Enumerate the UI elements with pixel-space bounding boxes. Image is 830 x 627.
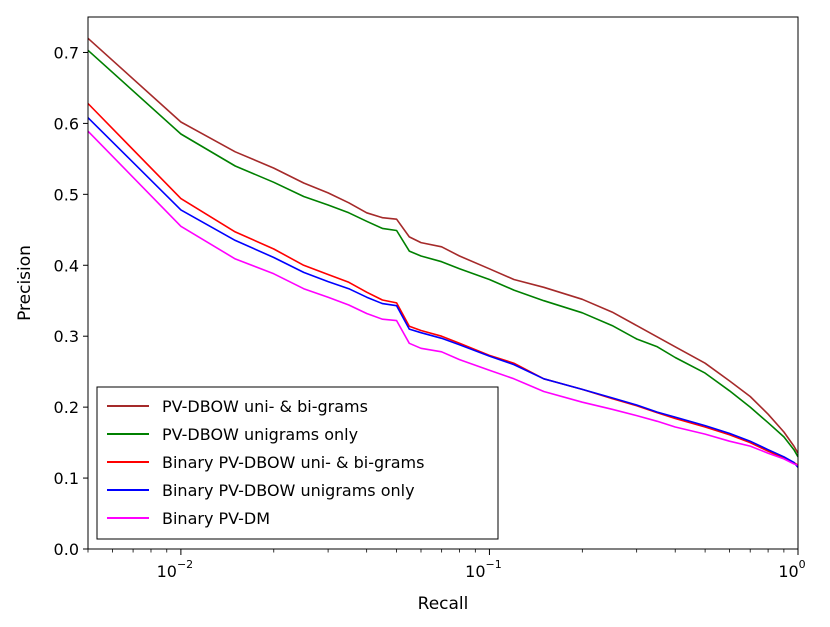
legend-label-3: Binary PV-DBOW uni- & bi-grams [162,453,424,472]
y-tick-label: 0.0 [54,540,79,559]
y-tick-label: 0.1 [54,469,79,488]
legend: PV-DBOW uni- & bi-grams PV-DBOW unigrams … [96,386,499,540]
x-tick-exponent: 0 [799,558,806,571]
y-axis-title: Precision [15,245,35,321]
y-axis: 0.0 0.1 0.2 0.3 0.4 0.5 0.6 0.7 [54,43,88,559]
x-axis-title: Recall [418,594,469,614]
series-layer [87,37,799,468]
series-line-2 [87,49,799,458]
x-tick-label: 10−2 [157,558,194,581]
y-tick-label: 0.3 [54,327,79,346]
series-line-4 [87,117,799,468]
x-tick-exponent: −1 [486,558,502,571]
plot-frame [87,16,799,550]
y-tick-label: 0.5 [54,185,79,204]
legend-label-5: Binary PV-DM [162,509,270,528]
x-tick-exponent: −2 [177,558,193,571]
x-tick-label: 100 [778,558,805,581]
x-tick-base: 10 [157,562,177,581]
y-tick-label: 0.7 [54,43,79,62]
legend-label-1: PV-DBOW uni- & bi-grams [162,397,368,416]
legend-label-2: PV-DBOW unigrams only [162,425,358,444]
y-tick-label: 0.6 [54,114,79,133]
series-line-1 [87,37,799,454]
x-axis: 10−2 10−1 100 [87,549,806,581]
x-tick-label: 10−1 [465,558,502,581]
x-tick-base: 10 [778,562,798,581]
y-tick-label: 0.2 [54,398,79,417]
legend-label-4: Binary PV-DBOW unigrams only [162,481,415,500]
series-line-5 [87,130,799,467]
y-tick-label: 0.4 [54,256,79,275]
x-tick-base: 10 [465,562,485,581]
legend-box [96,386,499,540]
